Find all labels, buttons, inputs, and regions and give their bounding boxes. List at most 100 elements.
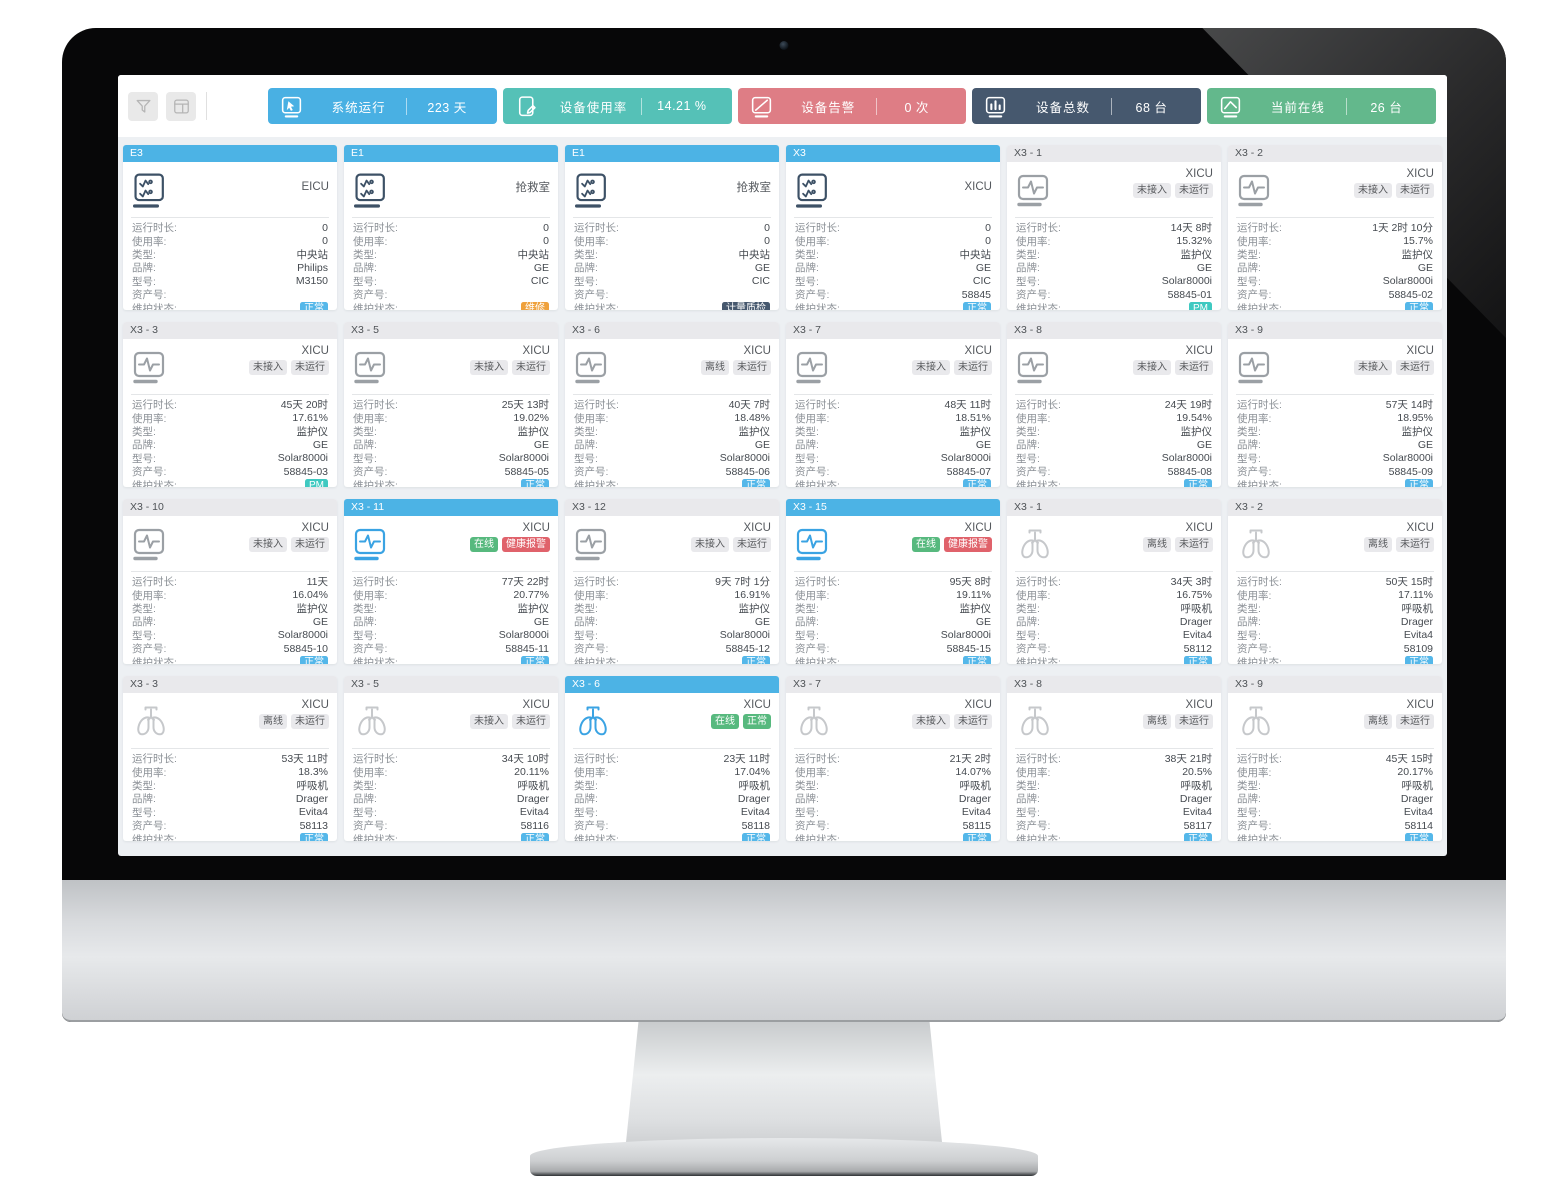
device-card[interactable]: X3 - 3 XICU 未接入 未运行 运行时长: 45天 20时 使用率: 17.61… — [123, 322, 337, 487]
department-label: XICU — [964, 522, 992, 534]
stat-online-now[interactable]: 当前在线 26 台 — [1207, 88, 1436, 124]
status-badge: 离线 — [259, 714, 287, 729]
lungs-online-icon — [573, 698, 619, 745]
field-row: 品牌: GE — [574, 438, 770, 452]
device-card[interactable]: X3 - 7 XICU 未接入 未运行 运行时长: 48天 11时 使用率: 18.51… — [786, 322, 1000, 487]
field-row: 资产号: 58845-05 — [353, 465, 549, 479]
field-row: 运行时长: 50天 15时 — [1237, 575, 1433, 588]
field-label: 品牌: — [574, 793, 598, 806]
device-fields: 运行时长: 0 使用率: 0 类型: 中央站 品牌: Philips 型号: M3150 资产号: 维… — [123, 218, 337, 310]
field-value: 58845-06 — [725, 465, 770, 478]
device-card[interactable]: X3 - 11 XICU 在线 健康报警 运行时长: 77天 22时 使用率: 20.7… — [344, 499, 558, 664]
maintenance-status-badge: 正常 — [742, 478, 770, 487]
device-fields: 运行时长: 45天 20时 使用率: 17.61% 类型: 监护仪 品牌: GE 型号: Sola… — [123, 395, 337, 487]
field-value: 38天 21时 — [1164, 753, 1212, 766]
device-card-header: X3 - 3 — [123, 322, 337, 339]
stat-device-alerts[interactable]: 设备告警 0 次 — [737, 88, 967, 124]
device-card[interactable]: X3 - 6 XICU 在线 正常 运行时长: 23天 11时 使用率: 17.04% 类… — [565, 676, 779, 841]
field-label: 品牌: — [1016, 616, 1040, 629]
field-row: 型号: Solar8000i — [1237, 275, 1433, 288]
field-value: 45天 20时 — [280, 399, 328, 412]
device-location-label: E3 — [130, 147, 143, 159]
layout-button[interactable] — [166, 91, 196, 121]
field-row: 使用率: 17.11% — [1237, 588, 1433, 602]
device-card[interactable]: X3 - 10 XICU 未接入 未运行 运行时长: 11天 使用率: 16.04% 类型… — [123, 499, 337, 664]
field-row: 类型: 监护仪 — [795, 602, 991, 615]
device-card[interactable]: X3 - 3 XICU 离线 未运行 运行时长: 53天 11时 使用率: 18.3% 类… — [123, 676, 337, 841]
status-badge: 离线 — [1143, 537, 1171, 552]
device-card[interactable]: X3 - 5 XICU 未接入 未运行 运行时长: 25天 13时 使用率: 19.02… — [344, 322, 558, 487]
field-label: 运行时长: — [1237, 399, 1282, 412]
device-card[interactable]: X3 - 2 XICU 离线 未运行 运行时长: 50天 15时 使用率: 17.11%… — [1228, 499, 1442, 664]
device-location-label: X3 - 3 — [130, 324, 159, 336]
device-card[interactable]: E1 抢救室 运行时长: 0 使用率: 0 类型: 中央站 品牌: GE 型号: CIC 资产号: 维… — [344, 145, 558, 310]
field-value: 45天 15时 — [1385, 753, 1433, 766]
stat-usage-rate[interactable]: 设备使用率 14.21 % — [502, 88, 732, 124]
field-label: 维护状态: — [1237, 302, 1282, 310]
device-card[interactable]: X3 - 8 XICU 离线 未运行 运行时长: 38天 21时 使用率: 20.5% 类… — [1007, 676, 1221, 841]
field-value: Evita4 — [1403, 629, 1433, 642]
field-value: GE — [312, 615, 328, 628]
device-card[interactable]: X3 XICU 运行时长: 0 使用率: 0 类型: 中央站 品牌: GE 型号: CIC 资产号:… — [786, 145, 1000, 310]
field-value: 呼吸机 — [959, 779, 992, 792]
field-label: 运行时长: — [353, 576, 398, 589]
field-value: 0 — [543, 221, 549, 234]
field-label: 型号: — [1237, 806, 1261, 819]
field-label: 维护状态: — [574, 833, 619, 841]
field-row: 类型: 呼吸机 — [353, 779, 549, 792]
field-label: 资产号: — [1016, 643, 1051, 656]
field-row: 类型: 监护仪 — [574, 602, 770, 615]
device-card[interactable]: X3 - 6 XICU 离线 未运行 运行时长: 40天 7时 使用率: 18.48% 类… — [565, 322, 779, 487]
stat-system-uptime[interactable]: 系统运行 223 天 — [268, 88, 497, 124]
device-card[interactable]: X3 - 1 XICU 离线 未运行 运行时长: 34天 3时 使用率: 16.75% 类… — [1007, 499, 1221, 664]
status-badge: 未接入 — [912, 714, 950, 729]
status-badge: 未接入 — [912, 360, 950, 375]
device-card[interactable]: X3 - 7 XICU 未接入 未运行 运行时长: 21天 2时 使用率: 14.07%… — [786, 676, 1000, 841]
device-card[interactable]: E3 EICU 运行时长: 0 使用率: 0 类型: 中央站 品牌: Philips 型号: M3… — [123, 145, 337, 310]
field-value: 20.11% — [514, 766, 549, 779]
monitor-icon — [131, 344, 177, 391]
status-badge: 未运行 — [1175, 360, 1213, 375]
status-badges: 未接入 未运行 — [249, 360, 329, 375]
field-value: 18.95% — [1397, 412, 1433, 425]
field-label: 资产号: — [1016, 289, 1051, 302]
field-label: 资产号: — [1016, 820, 1051, 833]
device-card[interactable]: X3 - 5 XICU 未接入 未运行 运行时长: 34天 10时 使用率: 20.11… — [344, 676, 558, 841]
card-divider — [1015, 571, 1213, 572]
field-value: 58116 — [520, 819, 549, 832]
device-card[interactable]: X3 - 8 XICU 未接入 未运行 运行时长: 24天 19时 使用率: 19.54… — [1007, 322, 1221, 487]
maintenance-status-badge: 正常 — [1405, 655, 1433, 664]
status-badge: 未运行 — [954, 360, 992, 375]
device-card[interactable]: X3 - 12 XICU 未接入 未运行 运行时长: 9天 7时 1分 使用率: 16.… — [565, 499, 779, 664]
field-value: Evita4 — [519, 806, 549, 819]
field-label: 资产号: — [795, 820, 830, 833]
device-card[interactable]: X3 - 9 XICU 离线 未运行 运行时长: 45天 15时 使用率: 20.17%… — [1228, 676, 1442, 841]
device-card[interactable]: X3 - 2 XICU 未接入 未运行 运行时长: 1天 2时 10分 使用率: 15.… — [1228, 145, 1442, 310]
device-card[interactable]: X3 - 1 XICU 未接入 未运行 运行时长: 14天 8时 使用率: 15.32%… — [1007, 145, 1221, 310]
field-value: 48天 11时 — [944, 399, 992, 412]
field-value: 监护仪 — [959, 425, 992, 438]
field-label: 型号: — [1016, 806, 1040, 819]
field-row: 运行时长: 95天 8时 — [795, 575, 991, 588]
device-card[interactable]: X3 - 15 XICU 在线 健康报警 运行时长: 95天 8时 使用率: 19.11… — [786, 499, 1000, 664]
stat-device-total[interactable]: 设备总数 68 台 — [972, 88, 1202, 124]
monitor-icon — [1236, 344, 1282, 391]
field-row: 使用率: 0 — [353, 234, 549, 248]
field-row: 型号: Solar8000i — [1016, 452, 1212, 465]
monitor-chin — [62, 880, 1506, 1022]
field-row: 使用率: 19.02% — [353, 411, 549, 425]
field-row: 运行时长: 77天 22时 — [353, 575, 549, 588]
device-card-header: X3 - 11 — [344, 499, 558, 516]
device-fields: 运行时长: 34天 3时 使用率: 16.75% 类型: 呼吸机 品牌: Drager 型号: E… — [1007, 572, 1221, 664]
filter-button[interactable] — [128, 91, 158, 121]
device-card[interactable]: X3 - 9 XICU 未接入 未运行 运行时长: 57天 14时 使用率: 18.95… — [1228, 322, 1442, 487]
field-row: 型号: Evita4 — [1237, 629, 1433, 642]
field-row: 运行时长: 34天 10时 — [353, 752, 549, 765]
field-row: 维护状态: 正常 — [353, 478, 549, 487]
device-card[interactable]: E1 抢救室 运行时长: 0 使用率: 0 类型: 中央站 品牌: GE 型号: CIC 资产号: 维… — [565, 145, 779, 310]
status-badge: 未运行 — [512, 714, 550, 729]
field-row: 使用率: 18.48% — [574, 411, 770, 425]
field-value: 58109 — [1403, 642, 1433, 655]
field-value: 监护仪 — [738, 425, 771, 438]
monitor-icon — [1015, 344, 1061, 391]
